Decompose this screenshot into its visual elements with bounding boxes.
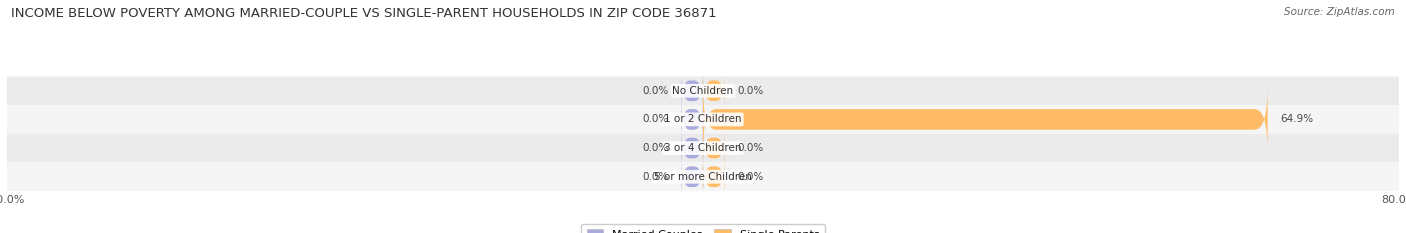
Text: Source: ZipAtlas.com: Source: ZipAtlas.com bbox=[1284, 7, 1395, 17]
FancyBboxPatch shape bbox=[703, 87, 1268, 152]
FancyBboxPatch shape bbox=[703, 130, 724, 166]
Text: No Children: No Children bbox=[672, 86, 734, 96]
Text: INCOME BELOW POVERTY AMONG MARRIED-COUPLE VS SINGLE-PARENT HOUSEHOLDS IN ZIP COD: INCOME BELOW POVERTY AMONG MARRIED-COUPL… bbox=[11, 7, 717, 20]
Text: 0.0%: 0.0% bbox=[738, 172, 763, 182]
FancyBboxPatch shape bbox=[703, 72, 724, 109]
Text: 5 or more Children: 5 or more Children bbox=[654, 172, 752, 182]
FancyBboxPatch shape bbox=[7, 134, 1399, 162]
Text: 0.0%: 0.0% bbox=[643, 143, 668, 153]
FancyBboxPatch shape bbox=[7, 105, 1399, 134]
Text: 1 or 2 Children: 1 or 2 Children bbox=[664, 114, 742, 124]
Text: 0.0%: 0.0% bbox=[738, 86, 763, 96]
Legend: Married Couples, Single Parents: Married Couples, Single Parents bbox=[581, 223, 825, 233]
Text: 3 or 4 Children: 3 or 4 Children bbox=[664, 143, 742, 153]
Text: 0.0%: 0.0% bbox=[643, 86, 668, 96]
Text: 0.0%: 0.0% bbox=[738, 143, 763, 153]
FancyBboxPatch shape bbox=[7, 76, 1399, 105]
Text: 64.9%: 64.9% bbox=[1281, 114, 1313, 124]
FancyBboxPatch shape bbox=[7, 162, 1399, 191]
FancyBboxPatch shape bbox=[703, 158, 724, 195]
FancyBboxPatch shape bbox=[682, 158, 703, 195]
Text: 0.0%: 0.0% bbox=[643, 172, 668, 182]
FancyBboxPatch shape bbox=[682, 72, 703, 109]
FancyBboxPatch shape bbox=[682, 130, 703, 166]
FancyBboxPatch shape bbox=[682, 101, 703, 138]
Text: 0.0%: 0.0% bbox=[643, 114, 668, 124]
